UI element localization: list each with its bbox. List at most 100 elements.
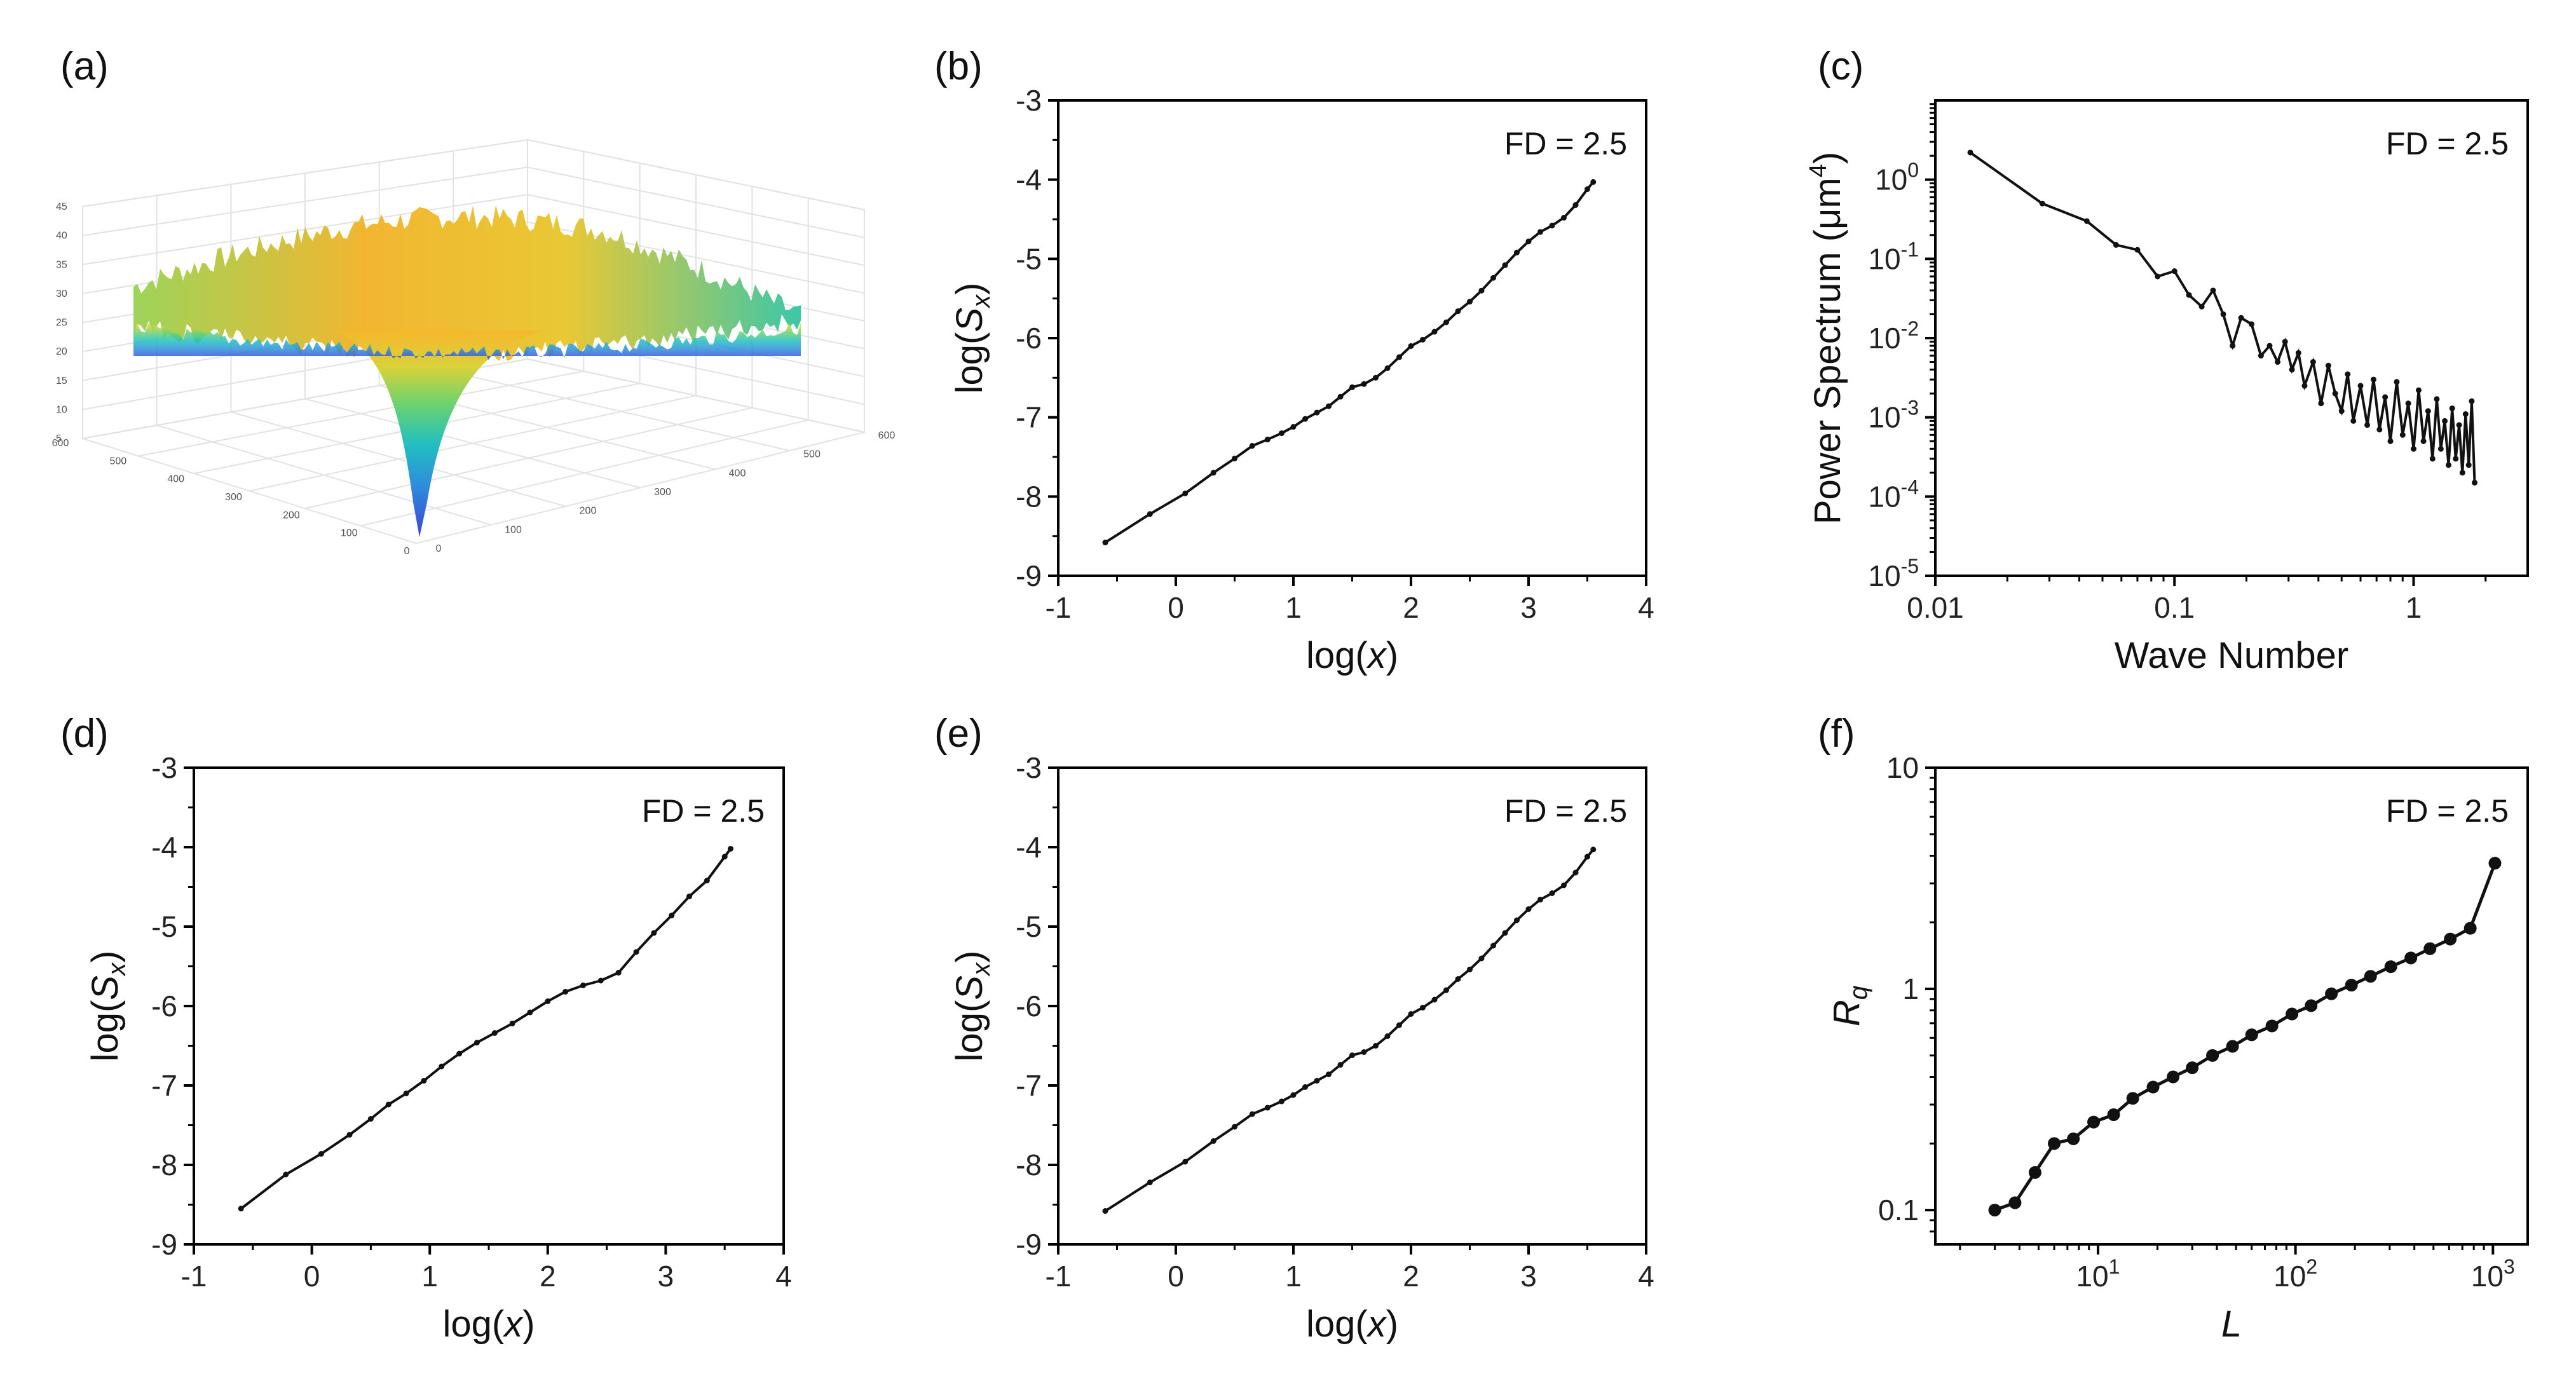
- surface-y-tick: 300: [654, 487, 671, 498]
- x-tick-label: 0: [1168, 1260, 1184, 1293]
- data-point: [1384, 1033, 1391, 1039]
- x-axis-label: log(x): [1306, 1303, 1398, 1345]
- data-point: [2289, 367, 2295, 373]
- data-point: [2429, 456, 2436, 462]
- plot-frame: [1057, 99, 1647, 577]
- plot-frame: [1057, 766, 1647, 1246]
- data-point: [1590, 179, 1597, 185]
- data-point: [1967, 149, 1973, 156]
- data-point: [2459, 470, 2465, 476]
- data-point: [1147, 1180, 1153, 1185]
- surface-y-tick: 600: [878, 430, 896, 441]
- y-axis-label: log(Sx): [949, 283, 995, 394]
- surface-x-tick: 500: [109, 456, 126, 466]
- data-point: [1210, 1138, 1216, 1144]
- surface-gridline: [82, 139, 865, 210]
- data-point: [1314, 1078, 1320, 1084]
- data-point: [1396, 1022, 1402, 1028]
- data-point: [346, 1132, 353, 1138]
- data-point: [597, 977, 604, 984]
- y-tick-label: -6: [151, 990, 177, 1023]
- surface-floor-gridline: [304, 398, 641, 489]
- data-point: [580, 983, 586, 988]
- data-point: [1502, 930, 1508, 936]
- data-point: [1408, 343, 1414, 349]
- data-point: [2444, 932, 2457, 946]
- surface-y-tick: 500: [803, 449, 821, 460]
- data-point: [1373, 374, 1379, 381]
- data-point: [2220, 311, 2226, 317]
- data-point: [2345, 371, 2351, 378]
- data-point: [1584, 186, 1590, 193]
- data-point: [545, 998, 551, 1004]
- series-line: [1104, 848, 1595, 1213]
- data-point: [1572, 202, 1579, 208]
- data-point: [2415, 387, 2422, 393]
- data-point: [2134, 247, 2141, 253]
- y-tick-label: -8: [1016, 480, 1042, 513]
- data-point: [633, 949, 639, 955]
- y-tick-label: 10: [1886, 751, 1919, 784]
- data-point: [1279, 430, 1285, 437]
- x-tick-label: 2: [1403, 1260, 1419, 1293]
- panel-label-e: (e): [934, 712, 983, 756]
- data-point: [2462, 411, 2469, 418]
- surface-axis-ticks: 0 0 100 100 200 200 300 300 400 400 500 500 600 600: [52, 430, 896, 557]
- data-point: [1584, 854, 1590, 860]
- surface-floor-gridline: [453, 371, 790, 452]
- data-point: [1182, 1159, 1189, 1165]
- surface-z-tick: 20: [56, 346, 67, 357]
- data-point: [1249, 443, 1255, 449]
- data-point: [1490, 275, 1496, 281]
- data-point: [1455, 976, 1461, 982]
- data-point: [1420, 336, 1426, 343]
- y-tick-label: -3: [1016, 84, 1042, 117]
- y-tick-label: -4: [1016, 831, 1042, 864]
- data-point: [2420, 438, 2427, 444]
- y-tick-label: -5: [151, 910, 177, 943]
- series-line: [1104, 181, 1595, 544]
- chart-d: -1 0 1 2 3 4 -9 -8 -7 -6 -5 -4 -3 log(x) log(Sx) FD = 2…: [85, 751, 792, 1345]
- data-point: [1572, 869, 1579, 876]
- data-point: [1455, 308, 1461, 315]
- data-point: [1337, 393, 1344, 400]
- data-point: [1326, 403, 1332, 409]
- surface-plot-panel-a: 5 10 15 20 25 30 35 40 45 0 0 100 100 200 200 300 300 40…: [52, 139, 896, 557]
- data-point: [2442, 418, 2448, 424]
- surface-y-tick: 400: [729, 468, 746, 479]
- data-point: [2171, 268, 2177, 275]
- data-point: [1361, 381, 1367, 387]
- x-tick-label: 103: [2471, 1255, 2515, 1293]
- data-point: [2464, 922, 2477, 935]
- data-point: [2434, 396, 2440, 402]
- y-axis-label: log(Sx): [949, 951, 995, 1062]
- data-point: [318, 1151, 324, 1157]
- data-point: [1102, 540, 1108, 546]
- data-point: [2345, 979, 2358, 992]
- data-point: [283, 1171, 289, 1178]
- data-point: [2039, 200, 2045, 207]
- y-tick-label: -8: [151, 1148, 177, 1181]
- panel-label-a: (a): [60, 44, 109, 88]
- data-point: [1478, 955, 1485, 962]
- data-point: [456, 1051, 463, 1057]
- data-point: [727, 846, 733, 852]
- y-tick-label: -3: [151, 751, 177, 784]
- data-point: [2083, 218, 2090, 224]
- data-point: [2067, 1132, 2080, 1145]
- data-point: [1182, 490, 1189, 496]
- y-tick-label: 10-5: [1868, 555, 1919, 592]
- data-point: [1590, 847, 1597, 853]
- data-point: [1314, 409, 1320, 416]
- y-tick-label: -7: [1016, 1069, 1042, 1102]
- y-tick-label: -5: [1016, 242, 1042, 275]
- panel-label-d: (d): [60, 712, 109, 756]
- data-point: [1290, 1092, 1297, 1098]
- data-point: [2382, 394, 2389, 400]
- data-point: [2226, 1040, 2239, 1053]
- x-tick-label: 4: [775, 1260, 792, 1293]
- surface-x-tick: 400: [167, 474, 184, 485]
- surface-z-tick: 25: [56, 318, 67, 329]
- data-point: [2453, 456, 2459, 462]
- data-point: [1537, 897, 1543, 902]
